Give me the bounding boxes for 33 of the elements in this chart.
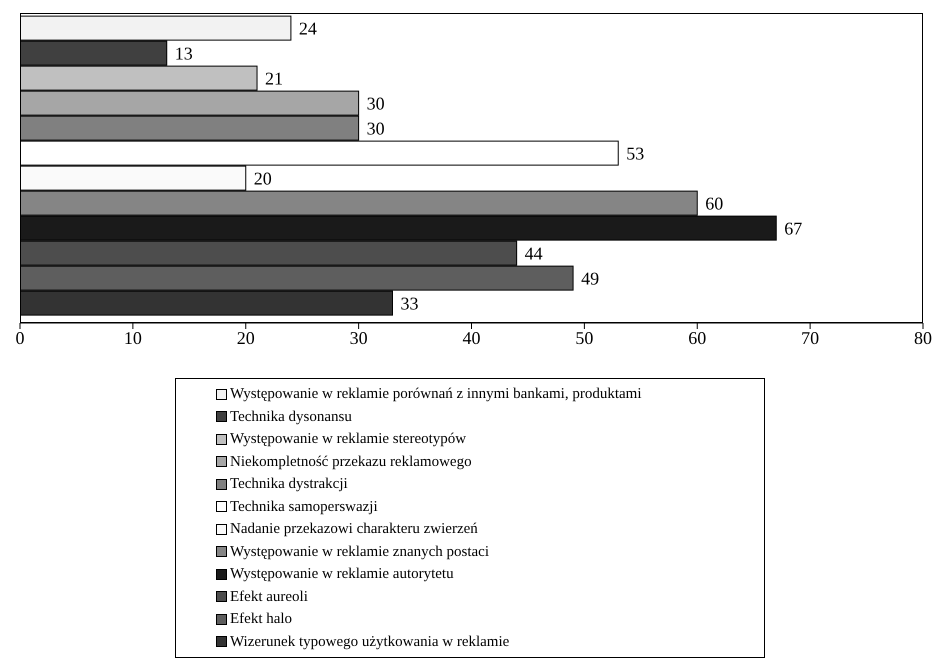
- x-tick-label: 40: [462, 328, 480, 348]
- data-label: 67: [784, 218, 802, 238]
- data-label: 21: [265, 68, 284, 88]
- data-label: 30: [366, 93, 385, 114]
- data-label: 30: [366, 118, 385, 138]
- x-tick-label: 0: [16, 328, 24, 348]
- data-label: 60: [705, 193, 724, 214]
- legend-label: Występowanie w reklamie stereotypów: [230, 430, 466, 449]
- legend-label: Technika samoperswazji: [230, 498, 378, 516]
- data-label: 49: [581, 268, 600, 288]
- legend-label: Technika dysonansu: [230, 408, 352, 426]
- legend-label: Niekompletność przekazu reklamowego: [230, 452, 472, 472]
- legend-label: Technika dystrakcji: [230, 475, 348, 494]
- legend-label: Nadanie przekazowi charakteru zwierzeń: [230, 520, 478, 539]
- x-tick-label: 30: [350, 328, 368, 348]
- data-label: 44: [524, 243, 543, 264]
- legend-label: Efekt aureoli: [230, 588, 308, 606]
- legend-label: Występowanie w reklamie autorytetu: [230, 565, 454, 584]
- x-tick-label: 10: [124, 328, 142, 348]
- legend-label: Występowanie w reklamie porównań z innymi bankami, produktami: [230, 385, 642, 404]
- data-label: 53: [626, 143, 644, 164]
- data-label: 20: [254, 168, 272, 188]
- legend-label: Występowanie w reklamie znanych postaci: [230, 542, 489, 562]
- legend-label: Wizerunek typowego użytkowania w reklamie: [230, 632, 510, 652]
- x-tick-label: 20: [236, 328, 255, 348]
- x-tick-label: 60: [688, 328, 706, 348]
- data-label: 33: [400, 293, 418, 314]
- data-label: 13: [174, 43, 193, 64]
- x-tick-label: 50: [575, 328, 594, 348]
- x-tick-label: 70: [801, 328, 820, 348]
- x-tick-label: 80: [914, 328, 932, 348]
- legend-label: Efekt halo: [230, 610, 292, 629]
- data-label: 24: [298, 18, 317, 38]
